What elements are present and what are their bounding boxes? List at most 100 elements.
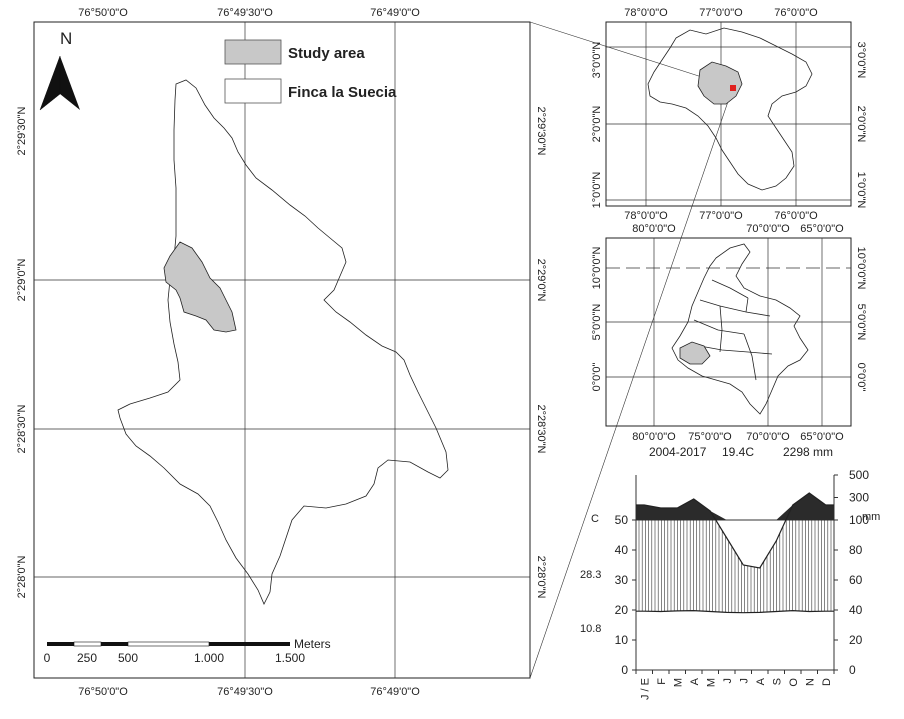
climate-month-label: F (656, 678, 668, 685)
climate-right-tick-label: 100 (849, 513, 869, 527)
legend-swatch-study-area (224, 39, 282, 65)
inset-mid-top-coord: 65°0'0"O (800, 223, 844, 235)
inset-top-bottom-coord: 78°0'0"O (624, 210, 668, 222)
climate-month-label: J / E (639, 678, 651, 700)
inset-department-map: 78°0'0"O 77°0'0"O 76°0'0"O 78°0'0"O 77°0… (591, 7, 867, 222)
main-left-coord: 2°28'0"N (16, 556, 28, 599)
main-left-coord: 2°28'30"N (16, 404, 28, 453)
inset-mid-bottom-coord: 75°0'0"O (688, 431, 732, 443)
inset-mid-bottom-coord: 65°0'0"O (800, 431, 844, 443)
main-bottom-coord: 76°49'30"O (217, 686, 273, 698)
department-highlight (679, 341, 711, 365)
scale-tick: 0 (44, 651, 51, 665)
climate-precip-line (636, 492, 834, 569)
municipality-highlight (697, 61, 743, 105)
inset-mid-frame (605, 237, 852, 427)
country-outline (671, 243, 809, 415)
inset-mid-left-coord: 10°0'0"N (591, 247, 603, 290)
main-right-coord: 2°29'30"N (535, 107, 547, 156)
scale-unit: Meters (294, 637, 331, 651)
main-left-coord: 2°29'30"N (16, 106, 28, 155)
department-outline (647, 27, 813, 191)
scale-tick: 250 (77, 651, 97, 665)
scale-tick: 1.000 (194, 651, 224, 665)
climate-month-label: S (771, 678, 783, 685)
climate-left-tick-label: 20 (615, 603, 629, 617)
main-left-coord: 2°29'0"N (16, 259, 28, 302)
climate-month-label: N (804, 678, 816, 686)
main-map: N Study area Finca la Suecia Meters 0 25… (16, 7, 547, 698)
climate-left-tick-label: 50 (615, 513, 629, 527)
scale-bar: Meters 0 250 500 1.000 1.500 (44, 637, 331, 665)
scale-tick: 1.500 (275, 651, 305, 665)
inset-top-right-coord: 3°0'0"N (855, 42, 867, 79)
main-map-frame (33, 21, 531, 679)
inset-mid-top-coord: 70°0'0"O (746, 223, 790, 235)
climate-month-label: M (705, 678, 717, 687)
inset-top-bottom-coord: 76°0'0"O (774, 210, 818, 222)
climate-month-label: A (755, 677, 767, 685)
north-arrow-icon (39, 55, 80, 111)
study-area-polygon (163, 241, 237, 333)
inset-top-top-coord: 76°0'0"O (774, 7, 818, 19)
inset-top-bottom-coord: 77°0'0"O (699, 210, 743, 222)
climate-month-label: M (672, 678, 684, 687)
legend-label-study-area: Study area (288, 45, 365, 62)
scale-tick: 500 (118, 651, 138, 665)
legend-swatch-finca (224, 78, 282, 104)
climate-temp-line (636, 609, 834, 614)
climate-min-temp-label: 10.8 (580, 623, 601, 635)
climate-max-temp-label: 28.3 (580, 569, 601, 581)
climate-mean-temp: 19.4C (722, 445, 754, 459)
climate-right-unit: mm (862, 511, 880, 523)
climate-left-tick-label: 0 (621, 663, 628, 677)
inset-country-map: 80°0'0"O 70°0'0"O 65°0'0"O 80°0'0"O 75°0… (591, 223, 867, 443)
climate-month-label: A (689, 677, 701, 685)
climate-left-tick-label: 10 (615, 633, 629, 647)
climate-right-tick-label: 40 (849, 603, 863, 617)
climate-annual-precip: 2298 mm (783, 445, 833, 459)
inset-mid-bottom-coord: 70°0'0"O (746, 431, 790, 443)
climate-left-tick-label: 40 (615, 543, 629, 557)
inset-mid-right-coord: 10°0'0"N (855, 247, 867, 290)
main-bottom-coord: 76°49'0"O (370, 686, 420, 698)
legend-label-finca: Finca la Suecia (288, 84, 397, 101)
inset-top-top-coord: 77°0'0"O (699, 7, 743, 19)
climate-right-tick-label: 500 (849, 468, 869, 482)
climate-month-label: O (788, 678, 800, 687)
map-legend: Study area Finca la Suecia (224, 39, 397, 104)
climate-month-label: J (738, 678, 750, 684)
inset-mid-bottom-coord: 80°0'0"O (632, 431, 676, 443)
main-top-coord: 76°49'0"O (370, 7, 420, 19)
inset-mid-right-coord: 5°0'0"N (855, 304, 867, 341)
main-top-coord: 76°50'0"O (78, 7, 128, 19)
inset-top-right-coord: 1°0'0"N (855, 172, 867, 209)
inset-top-right-coord: 2°0'0"N (855, 106, 867, 143)
inset-mid-right-coord: 0°0'0" (855, 363, 867, 392)
climate-humid-area (636, 493, 834, 520)
inset-top-left-coord: 2°0'0"N (591, 106, 603, 143)
climate-right-tick-label: 80 (849, 543, 863, 557)
inset-top-left-coord: 3°0'0"N (591, 42, 603, 79)
inset-top-left-coord: 1°0'0"N (591, 172, 603, 209)
main-top-coord: 76°49'30"O (217, 7, 273, 19)
finca-la-suecia-boundary (117, 79, 449, 605)
climate-month-label: D (821, 678, 833, 686)
climate-right-tick-label: 0 (849, 663, 856, 677)
department-divisions (693, 279, 773, 381)
climate-month-label: J (722, 678, 734, 684)
climate-right-tick-label: 20 (849, 633, 863, 647)
inset-mid-left-coord: 5°0'0"N (591, 304, 603, 341)
main-bottom-coord: 76°50'0"O (78, 686, 128, 698)
climate-right-tick-label: 60 (849, 573, 863, 587)
climate-period: 2004-2017 (649, 445, 707, 459)
inset-top-frame (605, 21, 852, 207)
inset-mid-left-coord: 0°0'0" (591, 363, 603, 392)
climate-diagram: 2004-2017 19.4C 2298 mm C mm 28.3 10.8 0… (580, 445, 880, 700)
north-label: N (60, 29, 72, 48)
climate-left-tick-label: 30 (615, 573, 629, 587)
climate-right-tick-label: 300 (849, 491, 869, 505)
inset-mid-top-coord: 80°0'0"O (632, 223, 676, 235)
main-right-coord: 2°29'0"N (535, 259, 547, 302)
